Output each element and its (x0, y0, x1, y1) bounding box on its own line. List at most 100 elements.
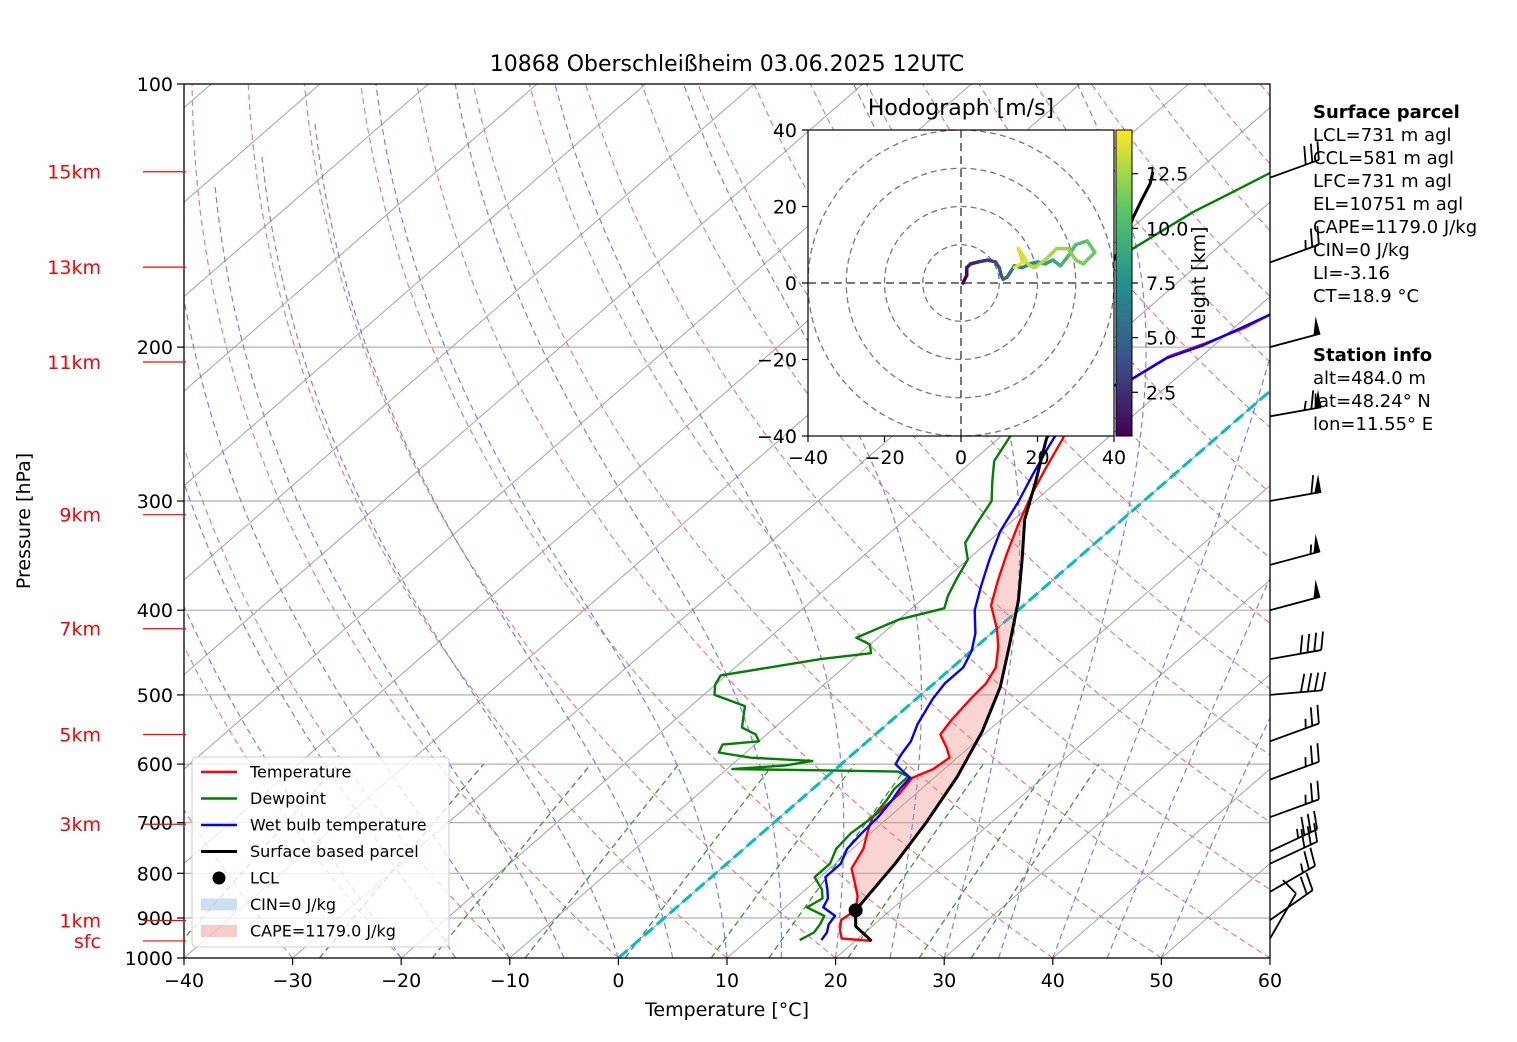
wind-barb-full (1300, 816, 1306, 836)
height-label: 7km (59, 619, 101, 641)
y-tick-label: 900 (137, 908, 173, 930)
isotherm-line (184, 84, 538, 392)
height-label: 5km (59, 725, 101, 747)
hodograph-segment (1031, 258, 1047, 270)
hodograph-x-label: −20 (864, 447, 904, 469)
lcl-marker (848, 903, 863, 918)
wind-barb-staff (1269, 243, 1320, 264)
station-line-lon: lon=11.55° E (1313, 414, 1434, 435)
height-label: 1km (59, 911, 101, 933)
y-tick-label: 100 (137, 74, 173, 96)
parcel-line-li: LI=-3.16 (1313, 263, 1390, 284)
moist-adiabat-line (184, 480, 457, 958)
dry-adiabat-line (247, 84, 728, 958)
wind-barb-full (1303, 851, 1310, 870)
parcel-line-el: EL=10751 m agl (1313, 194, 1464, 215)
colorbar-tick-label: 5.0 (1146, 328, 1176, 350)
moist-adiabat-line (375, 84, 728, 958)
wind-barb-full (1299, 673, 1306, 693)
x-tick-label: 0 (612, 970, 624, 992)
wind-barb-staff (1269, 889, 1314, 921)
freezing-level-line (617, 389, 1270, 958)
colorbar-tick-label: 7.5 (1146, 273, 1176, 295)
x-tick-label: 40 (1041, 970, 1065, 992)
dry-adiabat-line (184, 445, 511, 958)
hodograph-x-label: 0 (955, 447, 967, 469)
wind-barb-full (1309, 745, 1314, 765)
legend-box (191, 756, 450, 948)
dry-adiabat-line (472, 84, 1162, 958)
surface-parcel-panel: Surface parcel LCL=731 m agl CCL=581 m a… (1313, 101, 1477, 308)
wind-barb-staff (1269, 893, 1297, 939)
wind-barb-full (1303, 146, 1307, 165)
hodograph-segment (1074, 239, 1089, 247)
y-axis-ticks: 100 200 300 400 500 600 700 800 900 1000 (125, 74, 184, 970)
wind-barb-full (1320, 671, 1327, 691)
wet-bulb-temperature-line (820, 313, 1270, 941)
legend-label: Wet bulb temperature (250, 816, 427, 835)
wind-barb-full (1310, 475, 1315, 494)
wind-barb-full (1305, 872, 1314, 891)
wind-barb-flag (1313, 534, 1321, 554)
wind-barb-full (1316, 743, 1320, 762)
isotherm-line (184, 84, 429, 298)
wind-barb-full (1309, 783, 1314, 802)
y-tick-label: 800 (137, 863, 173, 885)
y-tick-label: 300 (137, 491, 173, 513)
mixing-ratio-line (970, 763, 1100, 958)
wind-barb-staff (1269, 332, 1321, 348)
legend: Temperature Dewpoint Wet bulb temperature S… (191, 756, 450, 948)
y-tick-label: 200 (137, 337, 173, 359)
height-label: 3km (59, 814, 101, 836)
legend-label: Surface based parcel (250, 842, 419, 861)
hodograph: Hodograph [m/s] −40 −20 0 20 40 40 20 0 −20 −40 2… (757, 96, 1210, 469)
surface-parcel-title: Surface parcel (1313, 102, 1460, 123)
parcel-line-ct: CT=18.9 °C (1313, 286, 1420, 307)
legend-swatch-dot (212, 871, 226, 885)
dry-adiabat-line (528, 84, 1270, 958)
cape-cin-fills (851, 400, 1065, 911)
hodograph-y-label: 20 (773, 197, 797, 219)
station-info-panel: Station info alt=484.0 m lat=48.24° N lo… (1313, 344, 1433, 436)
wind-barb-full (1306, 673, 1313, 692)
moist-adiabat-line (682, 84, 923, 958)
y-axis-label: Pressure [hPa] (13, 453, 35, 589)
isotherm-line (509, 295, 1270, 958)
wind-barb-full (1300, 829, 1306, 848)
hodograph-segment (1043, 246, 1059, 262)
hodograph-segment (1085, 239, 1097, 255)
colorbar-tick-label: 10.0 (1146, 218, 1188, 240)
wind-barb-staff (1269, 722, 1320, 743)
wind-barb-full (1306, 633, 1311, 653)
wind-barb-full (1320, 631, 1324, 651)
wind-barb-full (1306, 826, 1312, 845)
wind-barb-full (1316, 225, 1320, 245)
moist-adiabat-line (454, 84, 782, 958)
hodograph-segment (1081, 250, 1097, 266)
x-tick-label: 10 (715, 970, 739, 992)
colorbar-tick-label: 2.5 (1146, 382, 1176, 404)
moist-adiabat-line (214, 183, 565, 958)
wind-barb-staff (1269, 865, 1316, 893)
height-label: 9km (59, 505, 101, 527)
mixing-ratio-line (524, 763, 680, 958)
hodograph-y-label: −40 (757, 426, 797, 448)
mixing-ratio-line (710, 763, 856, 958)
x-tick-label: 60 (1258, 970, 1282, 992)
moist-adiabat-line (313, 120, 674, 958)
moist-adiabat-line (260, 153, 619, 958)
wind-barb-full (1316, 704, 1320, 724)
moist-adiabat-line (184, 295, 511, 958)
moist-adiabat-line (1052, 355, 1270, 958)
colorbar-label: Height [km] (1188, 226, 1210, 339)
parcel-line-cape: CAPE=1179.0 J/kg (1313, 217, 1478, 238)
dry-adiabat-line (697, 84, 1270, 756)
wind-barb-flag (1313, 316, 1321, 336)
x-tick-label: −10 (490, 970, 530, 992)
wind-barb-full (1313, 672, 1320, 692)
station-line-alt: alt=484.0 m (1313, 368, 1426, 389)
hodograph-x-label: 40 (1102, 447, 1126, 469)
legend-label: CAPE=1179.0 J/kg (250, 922, 396, 941)
colorbar-tick-label: 12.5 (1146, 164, 1188, 186)
